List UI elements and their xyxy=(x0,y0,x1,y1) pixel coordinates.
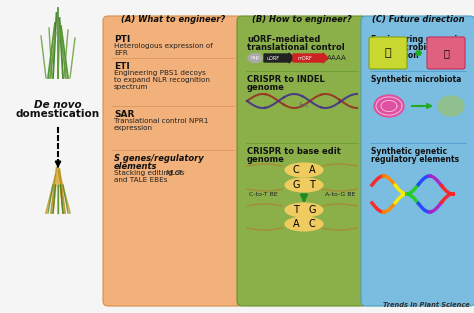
Text: G: G xyxy=(308,205,316,215)
Text: host–microbiota: host–microbiota xyxy=(371,43,440,52)
Text: A: A xyxy=(292,219,299,229)
Text: elements: elements xyxy=(114,162,157,171)
Text: C-to-T BE: C-to-T BE xyxy=(249,192,278,198)
Ellipse shape xyxy=(374,95,404,117)
Text: uORF-mediated: uORF-mediated xyxy=(247,35,320,44)
Text: and TALE EBEs: and TALE EBEs xyxy=(114,177,167,183)
Text: CRISPR to base edit: CRISPR to base edit xyxy=(247,147,341,156)
Text: domestication: domestication xyxy=(16,109,100,119)
FancyBboxPatch shape xyxy=(427,37,465,69)
Text: genome: genome xyxy=(247,83,285,92)
Text: Translational control NPR1: Translational control NPR1 xyxy=(114,118,209,124)
Text: Heterologous expression of: Heterologous expression of xyxy=(114,43,213,49)
Text: EFR: EFR xyxy=(114,50,128,56)
Ellipse shape xyxy=(285,203,323,217)
Text: Synthetic genetic: Synthetic genetic xyxy=(371,147,447,156)
FancyBboxPatch shape xyxy=(369,37,407,69)
Text: A-to-G BE: A-to-G BE xyxy=(325,192,355,198)
Ellipse shape xyxy=(438,96,464,116)
Text: genome: genome xyxy=(247,155,285,164)
Text: translational control: translational control xyxy=(247,43,345,52)
Text: expression: expression xyxy=(114,125,153,131)
FancyArrow shape xyxy=(264,53,294,63)
FancyBboxPatch shape xyxy=(103,16,243,306)
Text: 🌿: 🌿 xyxy=(385,48,392,58)
Text: Stacking editing of: Stacking editing of xyxy=(114,170,184,176)
Text: T: T xyxy=(293,205,299,215)
Text: T: T xyxy=(309,180,315,190)
Text: Synthetic microbiota: Synthetic microbiota xyxy=(371,75,461,84)
Ellipse shape xyxy=(248,54,262,63)
Text: (B) How to engineer?: (B) How to engineer? xyxy=(252,15,352,24)
FancyBboxPatch shape xyxy=(361,16,474,306)
FancyArrow shape xyxy=(293,53,328,63)
Text: cap: cap xyxy=(251,55,259,60)
Ellipse shape xyxy=(285,178,323,192)
Text: ETI: ETI xyxy=(114,62,130,71)
Text: Trends in Plant Science: Trends in Plant Science xyxy=(383,302,470,308)
Text: SAR: SAR xyxy=(114,110,134,119)
Text: G: G xyxy=(292,180,300,190)
Text: MLOs: MLOs xyxy=(166,170,185,176)
Text: spectrum: spectrum xyxy=(114,84,148,90)
Text: CRISPR to INDEL: CRISPR to INDEL xyxy=(247,75,325,84)
Text: interaction: interaction xyxy=(371,51,419,60)
Text: PTI: PTI xyxy=(114,35,130,44)
Text: (C) Future direction: (C) Future direction xyxy=(372,15,465,24)
Ellipse shape xyxy=(285,163,323,177)
Text: mORF: mORF xyxy=(298,55,312,60)
Text: ✂: ✂ xyxy=(299,100,309,114)
Text: regulatory elements: regulatory elements xyxy=(371,155,459,164)
FancyBboxPatch shape xyxy=(237,16,367,306)
Text: 🦠: 🦠 xyxy=(443,48,449,58)
Text: Engineering PBS1 decoys: Engineering PBS1 decoys xyxy=(114,70,206,76)
Text: C: C xyxy=(292,165,300,175)
Text: Engineering genes in: Engineering genes in xyxy=(371,35,463,44)
Text: AAAA: AAAA xyxy=(327,55,347,61)
Text: S genes/regulatory: S genes/regulatory xyxy=(114,154,204,163)
Text: (A) What to engineer?: (A) What to engineer? xyxy=(121,15,225,24)
Text: C: C xyxy=(309,219,315,229)
Ellipse shape xyxy=(285,217,323,231)
Text: A: A xyxy=(309,165,315,175)
Text: uORF: uORF xyxy=(266,55,280,60)
Text: De novo: De novo xyxy=(34,100,82,110)
Text: to expand NLR recognition: to expand NLR recognition xyxy=(114,77,210,83)
